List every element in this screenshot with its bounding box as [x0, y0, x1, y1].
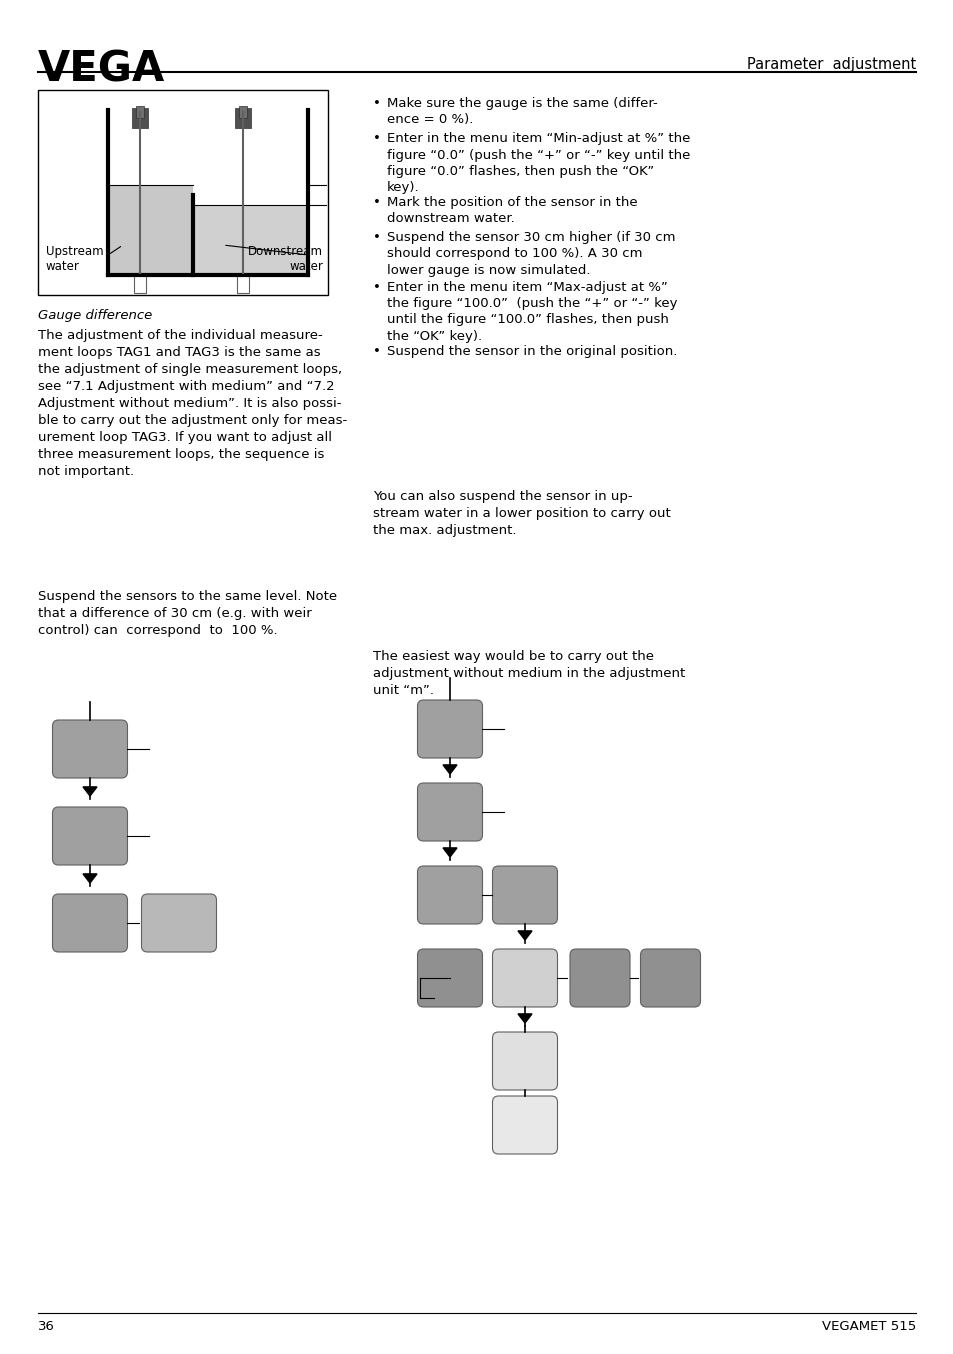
Bar	[239, 106, 247, 118]
Bar	[132, 108, 148, 129]
Text: The adjustment of the individual measure-
ment loops TAG1 and TAG3 is the same a: The adjustment of the individual measure…	[38, 329, 347, 478]
FancyBboxPatch shape	[52, 807, 128, 865]
Text: VEGAMET 515: VEGAMET 515	[821, 1320, 915, 1332]
FancyBboxPatch shape	[639, 949, 700, 1007]
Polygon shape	[517, 932, 532, 940]
Text: VEGA: VEGA	[38, 47, 165, 89]
Text: Upstream
water: Upstream water	[46, 245, 104, 274]
Polygon shape	[442, 848, 456, 857]
Text: Suspend the sensor 30 cm higher (if 30 cm
should correspond to 100 %). A 30 cm
l: Suspend the sensor 30 cm higher (if 30 c…	[387, 232, 675, 278]
Text: •: •	[373, 232, 380, 244]
FancyBboxPatch shape	[52, 894, 128, 952]
FancyBboxPatch shape	[492, 1032, 557, 1090]
Text: Enter in the menu item “Min-adjust at %” the
figure “0.0” (push the “+” or “-” k: Enter in the menu item “Min-adjust at %”…	[387, 131, 690, 195]
Text: The easiest way would be to carry out the
adjustment without medium in the adjus: The easiest way would be to carry out th…	[373, 650, 684, 697]
Text: •: •	[373, 97, 380, 110]
Text: Downstream
water: Downstream water	[248, 245, 323, 274]
Polygon shape	[83, 787, 97, 796]
Bar	[193, 204, 306, 275]
Polygon shape	[442, 765, 456, 774]
Text: Make sure the gauge is the same (differ-
ence = 0 %).: Make sure the gauge is the same (differ-…	[387, 97, 657, 126]
Text: •: •	[373, 196, 380, 209]
Text: You can also suspend the sensor in up-
stream water in a lower position to carry: You can also suspend the sensor in up- s…	[373, 490, 670, 538]
Text: Suspend the sensors to the same level. Note
that a difference of 30 cm (e.g. wit: Suspend the sensors to the same level. N…	[38, 590, 336, 636]
Text: Suspend the sensor in the original position.: Suspend the sensor in the original posit…	[387, 344, 677, 357]
Bar	[38, 89, 328, 295]
Text: Parameter  adjustment: Parameter adjustment	[746, 57, 915, 72]
FancyBboxPatch shape	[52, 720, 128, 779]
FancyBboxPatch shape	[417, 783, 482, 841]
FancyBboxPatch shape	[492, 867, 557, 923]
Bar	[234, 108, 251, 129]
Text: Gauge difference: Gauge difference	[38, 309, 152, 322]
FancyBboxPatch shape	[141, 894, 216, 952]
Text: •: •	[373, 280, 380, 294]
Text: •: •	[373, 344, 380, 357]
FancyBboxPatch shape	[492, 949, 557, 1007]
Text: Enter in the menu item “Max-adjust at %”
the figure “100.0”  (push the “+” or “-: Enter in the menu item “Max-adjust at %”…	[387, 280, 677, 343]
Polygon shape	[83, 873, 97, 883]
FancyBboxPatch shape	[492, 1095, 557, 1154]
Bar	[236, 274, 249, 292]
Text: 36: 36	[38, 1320, 55, 1332]
Text: Mark the position of the sensor in the
downstream water.: Mark the position of the sensor in the d…	[387, 196, 637, 226]
FancyBboxPatch shape	[569, 949, 629, 1007]
Polygon shape	[517, 1014, 532, 1024]
Bar	[136, 106, 144, 118]
Bar	[110, 185, 193, 275]
FancyBboxPatch shape	[417, 700, 482, 758]
FancyBboxPatch shape	[417, 949, 482, 1007]
Text: •: •	[373, 131, 380, 145]
FancyBboxPatch shape	[417, 867, 482, 923]
Bar	[133, 274, 146, 292]
